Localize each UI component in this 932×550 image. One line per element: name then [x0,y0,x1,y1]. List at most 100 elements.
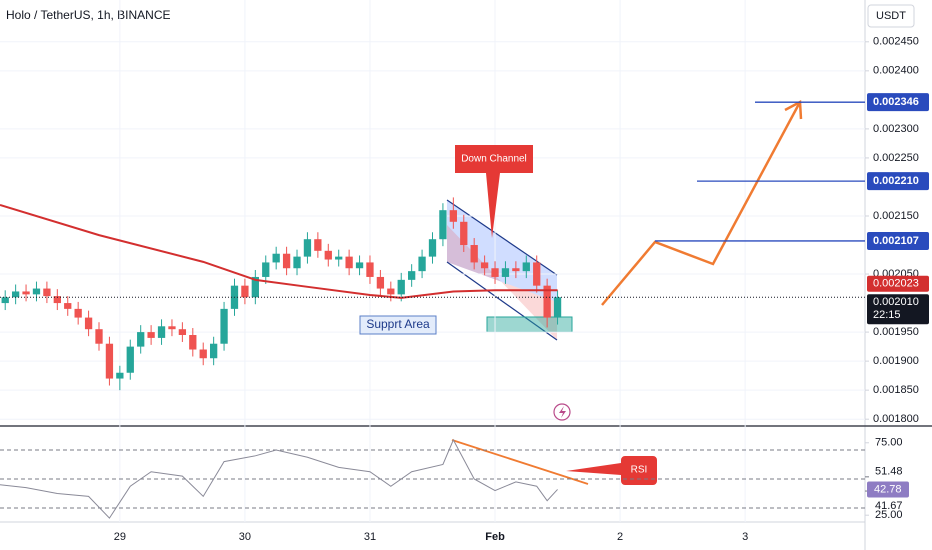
drawings [0,0,865,522]
support-zone [486,316,573,333]
moving-average [0,203,558,299]
y-tick-label: 0.001850 [873,384,919,396]
divergence-line [451,439,589,485]
currency: USDT [876,10,906,22]
candle-body [22,291,30,295]
rsi-marker-label: 51.48 [875,466,903,478]
candle-body [251,276,259,298]
channel-label: Down Channel [461,154,527,165]
candle-body [470,245,478,263]
candle-body [262,262,270,277]
candle-body [105,343,114,379]
rsi-tick-label: 75.00 [875,437,903,449]
candle-body [84,317,93,330]
candle-body [43,288,51,297]
candle-body [189,335,197,350]
level-label-bg [867,172,929,191]
candle-body [428,239,437,257]
candle-body [387,288,395,295]
candle-body [376,276,385,289]
candle-body [282,253,291,269]
rsi-tick-label: 25.00 [875,509,903,521]
candle-body [178,329,187,336]
candle-body [147,332,155,338]
candle-body [480,262,489,269]
candle-body [355,262,364,269]
candle-body [533,262,541,286]
rsi-line [0,438,558,519]
candle-body [293,256,301,269]
candle-body [408,271,416,280]
support-label: Supprt Area [366,317,430,331]
candle-body [126,346,134,373]
candle-body [64,303,72,309]
candle-body [397,279,405,295]
x-tick-label: 2 [617,531,623,543]
x-tick-label: 3 [742,531,748,543]
candle-body [199,349,207,359]
candle-body [345,256,353,269]
ma-label: 0.002023 [873,278,919,290]
rsi-label: RSI [631,465,648,476]
y-tick-label: 0.001900 [873,355,919,367]
last-price-label: 0.002010 [873,296,919,308]
level-label-bg [867,231,929,250]
level-label-bg [867,93,929,112]
candle-body [553,297,562,318]
channel-callout [455,145,533,238]
candle-body [366,262,374,277]
x-tick-label: Feb [485,531,505,543]
candle-body [116,372,124,379]
candle-body [157,326,166,338]
candle-body [272,253,280,263]
candle-body [95,329,103,344]
x-tick-label: 29 [114,531,126,543]
candle-body [241,285,249,298]
x-tick-label: 30 [239,531,251,543]
candle-body [314,239,322,251]
channel-upper [447,200,557,302]
last-price-bg [867,294,929,325]
rsi-marker-label: 41.67 [875,500,903,512]
candle-body [209,343,218,359]
candle-body [543,285,551,318]
x-tick-label: 31 [364,531,376,543]
candle-body [449,210,457,222]
y-tick-label: 0.002150 [873,210,919,222]
support-label-bg [359,315,437,335]
candle-body [335,256,343,260]
overlays: Down Channel Supprt Area RSI [359,99,803,485]
level-label: 0.002210 [873,175,919,187]
channel-bottom [446,261,558,341]
ma-label-bg [867,275,929,292]
currency-box[interactable] [867,4,915,28]
level-label: 0.002107 [873,235,919,247]
countdown: 22:15 [873,309,901,321]
y-tick-label: 0.001800 [873,413,919,425]
candle-body [501,268,510,277]
candle-body [460,221,468,246]
candle-body [491,268,499,277]
candle-body [303,239,312,257]
candle-body [512,268,520,272]
candle-body [522,262,530,272]
rsi-callout [566,456,657,485]
candle-body [74,308,82,318]
chart-title: Holo / TetherUS, 1h, BINANCE [6,8,171,22]
y-tick-label: 0.002300 [873,123,919,135]
candle-body [220,308,228,344]
candle-body [324,250,332,260]
y-tick-label: 0.002450 [873,36,919,48]
y-tick-label: 0.001950 [873,326,919,338]
candle-body [439,210,447,240]
candle-body [11,291,20,298]
level-label: 0.002346 [873,96,919,108]
y-tick-label: 0.002250 [873,152,919,164]
candle-body [137,332,145,347]
y-tick-label: 0.002400 [873,65,919,77]
candle-body [32,288,41,295]
alert-bolt [559,406,566,418]
candle-body [168,326,176,330]
